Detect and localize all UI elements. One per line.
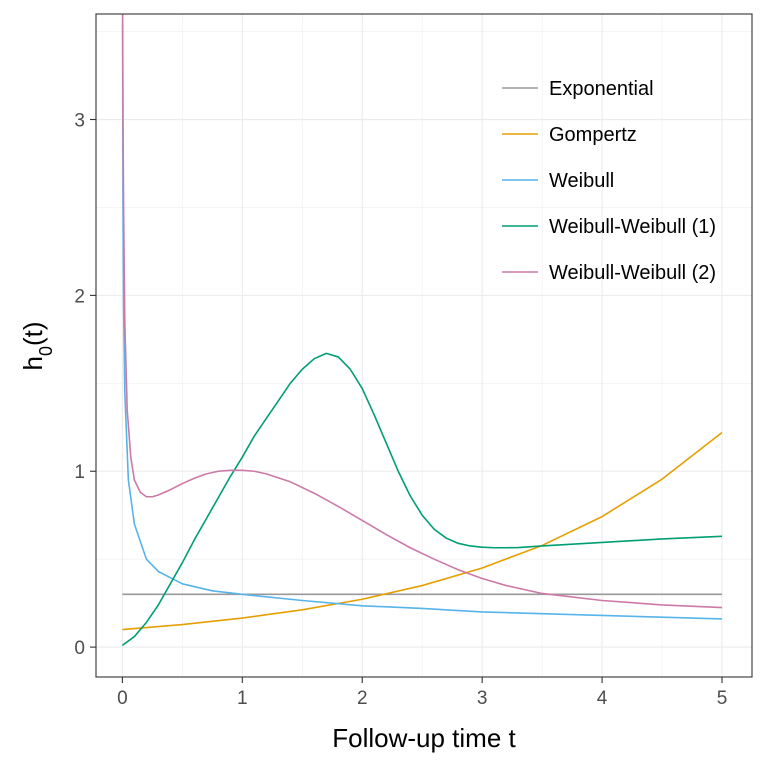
grid-minor bbox=[96, 14, 752, 677]
x-tick-label: 5 bbox=[717, 688, 728, 709]
series-line-5 bbox=[121, 13, 723, 609]
x-tick-label: 3 bbox=[477, 688, 488, 709]
plot-panel bbox=[96, 14, 752, 677]
legend-label-4: Weibull-Weibull (1) bbox=[549, 216, 716, 238]
x-tick-label: 2 bbox=[357, 688, 368, 709]
y-tick-label: 2 bbox=[74, 286, 85, 307]
y-tick-label: 0 bbox=[74, 638, 85, 659]
legend-label-2: Gompertz bbox=[549, 124, 637, 146]
y-axis-title-subscript: 0 bbox=[36, 346, 56, 356]
y-axis-title: h0(t) bbox=[18, 321, 56, 370]
y-axis-title-tail: (t) bbox=[18, 321, 48, 346]
y-axis-ticks: 0 1 2 3 bbox=[74, 111, 96, 659]
legend-label-1: Exponential bbox=[549, 78, 654, 100]
y-tick-label: 1 bbox=[74, 462, 85, 483]
plot-border bbox=[95, 13, 753, 678]
legend-label-3: Weibull bbox=[549, 170, 614, 192]
series-line-3 bbox=[121, 22, 723, 620]
x-axis-ticks: 0 1 2 3 4 5 bbox=[117, 677, 727, 709]
x-axis-title: Follow-up time t bbox=[332, 723, 516, 753]
x-tick-label: 0 bbox=[117, 688, 128, 709]
series-layer bbox=[121, 13, 723, 646]
y-axis-title-base: h bbox=[18, 356, 48, 370]
y-tick-label: 3 bbox=[74, 111, 85, 132]
legend: Exponential Gompertz Weibull Weibull-Weibul… bbox=[502, 78, 716, 284]
legend-label-5: Weibull-Weibull (2) bbox=[549, 262, 716, 284]
series-line-2 bbox=[122, 431, 723, 631]
grid-major bbox=[96, 14, 752, 677]
x-tick-label: 4 bbox=[597, 688, 608, 709]
x-tick-label: 1 bbox=[237, 688, 248, 709]
series-line-4 bbox=[121, 352, 723, 646]
